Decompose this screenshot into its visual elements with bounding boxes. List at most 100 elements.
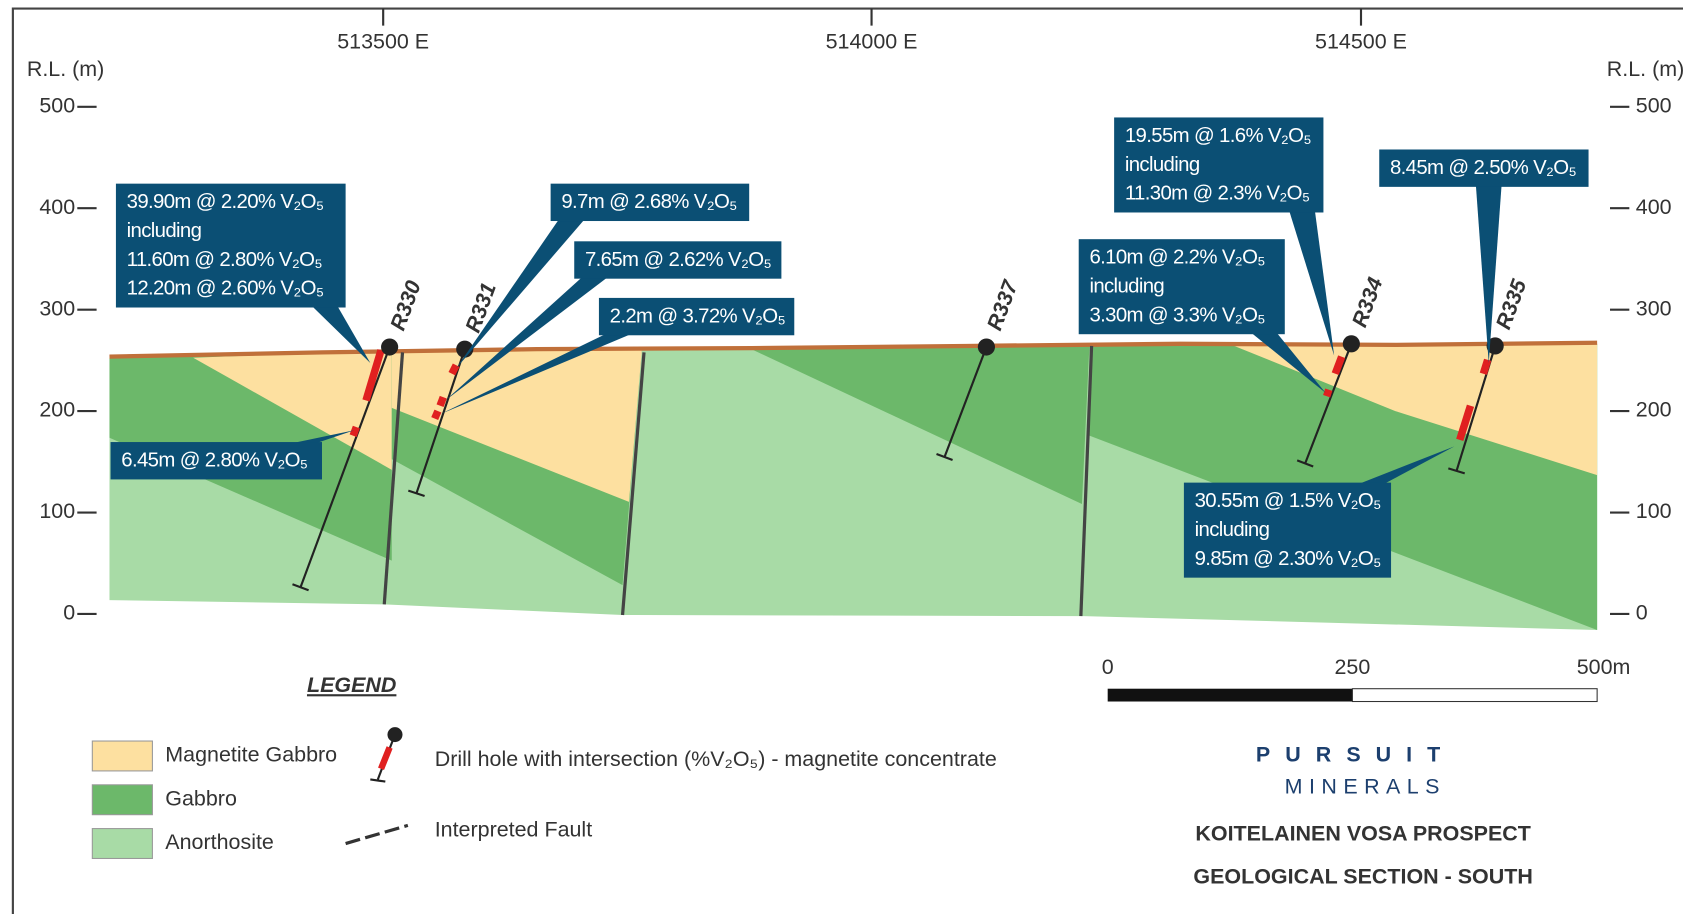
hole-end: [936, 452, 953, 462]
callout: [456, 218, 585, 369]
legend-label: Interpreted Fault: [435, 817, 593, 841]
legend-swatch: [91, 828, 153, 860]
hole-label: R330: [386, 277, 426, 333]
scale-label: 250: [1335, 655, 1371, 679]
annotation-text: 19.55m @ 1.6% V₂O₅: [1125, 125, 1312, 147]
annotation-text: 3.30m @ 3.3% V₂O₅: [1089, 304, 1265, 326]
intersection: [1456, 404, 1475, 442]
annotation-text: including: [1195, 519, 1270, 541]
annotation-text: including: [1125, 154, 1200, 176]
fault: [1079, 345, 1094, 617]
annotation-text: 11.30m @ 2.3% V₂O₅: [1125, 183, 1310, 205]
tick-label: 300: [1636, 296, 1672, 320]
tick-label: 514500 E: [1315, 29, 1407, 53]
hole-label: R334: [1347, 274, 1387, 330]
tick-label: 100: [39, 499, 75, 523]
callout: [1356, 446, 1455, 485]
legend-label: Anorthosite: [165, 830, 274, 854]
annotation: 19.55m @ 1.6% V₂O₅ including 11.30m @ 2.3%…: [1114, 117, 1335, 356]
annotation-text: 11.60m @ 2.80% V₂O₅: [127, 249, 323, 271]
annotation-text: 39.90m @ 2.20% V₂O₅: [127, 191, 324, 213]
title: KOITELAINEN VOSA PROSPECT: [1195, 822, 1530, 846]
annotation-box: [1183, 482, 1392, 578]
magnetite-gabbro: [391, 350, 642, 502]
callout: [440, 333, 634, 415]
intersection: [448, 363, 460, 376]
tick-label: 500: [39, 93, 75, 117]
annotation-box: [574, 241, 782, 279]
annotation-text: 12.20m @ 2.60% V₂O₅: [127, 278, 324, 300]
collar: [977, 338, 995, 356]
hole-trace: [299, 346, 391, 588]
intersection: [362, 349, 385, 402]
intersection: [1331, 355, 1346, 376]
annotation-text: 9.85m @ 2.30% V₂O₅: [1195, 548, 1382, 570]
hole-label: R335: [1491, 275, 1532, 332]
legend-label: Magnetite Gabbro: [165, 743, 337, 767]
scale-label: 500m: [1577, 655, 1631, 679]
annotation-text: 6.45m @ 2.80% V₂O₅: [121, 450, 308, 472]
annotation-text: 8.45m @ 2.50% V₂O₅: [1390, 157, 1577, 179]
annotation: 8.45m @ 2.50% V₂O₅: [1379, 149, 1589, 364]
collar: [381, 338, 399, 356]
fault: [620, 352, 646, 616]
legend-swatch: [91, 784, 153, 816]
annotation-box: [550, 183, 750, 222]
tick-label: 300: [39, 296, 75, 320]
annotation-box: [1379, 149, 1589, 187]
tick-label: 200: [1636, 398, 1672, 422]
tick-label: 513500 E: [337, 29, 429, 53]
callout: [287, 430, 355, 445]
legend-swatch: [91, 740, 153, 772]
hole-end: [1296, 459, 1314, 468]
gabbro: [751, 344, 1090, 504]
tick-label: 0: [1636, 601, 1648, 625]
legend-fault: [345, 823, 409, 846]
intersection: [436, 395, 447, 408]
annotation-box: [1078, 239, 1285, 335]
tick-label: 500: [1636, 93, 1672, 117]
annotation-text: including: [127, 220, 202, 242]
collar: [1342, 335, 1360, 353]
annotation: 39.90m @ 2.20% V₂O₅ including 11.60m @ 2.8…: [115, 183, 371, 364]
hole-trace: [415, 348, 466, 494]
annotation: 9.7m @ 2.68% V₂O₅: [456, 183, 750, 369]
scale-label: 0: [1102, 655, 1114, 679]
intersection: [1479, 358, 1492, 375]
annotation-text: 9.7m @ 2.68% V₂O₅: [561, 191, 737, 213]
legend-drill-icon: [370, 727, 403, 783]
scale-bar: [1351, 688, 1598, 703]
annotation-text: 7.65m @ 2.62% V₂O₅: [585, 249, 772, 271]
annotation: 30.55m @ 1.5% V₂O₅ including 9.85m @ 2.30%…: [1183, 446, 1455, 578]
magnetite-gabbro: [193, 350, 392, 470]
magnetite-gabbro: [1234, 343, 1598, 476]
annotation-text: including: [1089, 276, 1164, 298]
hole-trace: [1304, 343, 1353, 464]
annotation-text: 6.10m @ 2.2% V₂O₅: [1089, 247, 1265, 269]
legend-label: Drill hole with intersection (%V₂O₅) - m…: [435, 747, 997, 771]
intersection: [349, 425, 360, 437]
intersection: [431, 409, 442, 421]
tick-label: 0: [63, 601, 75, 625]
axis-label: R.L. (m): [27, 57, 104, 81]
annotation-box: [115, 183, 346, 308]
annotation: 6.45m @ 2.80% V₂O₅: [110, 430, 355, 480]
annotation-text: 30.55m @ 1.5% V₂O₅: [1195, 490, 1382, 512]
logo: PURSUIT: [1256, 743, 1455, 767]
tick-label: 400: [1636, 195, 1672, 219]
tick-label: 200: [39, 398, 75, 422]
annotation-text: 2.2m @ 3.72% V₂O₅: [610, 306, 786, 328]
annotation-box: [110, 442, 323, 480]
annotation: 2.2m @ 3.72% V₂O₅: [440, 297, 795, 415]
legend-label: Gabbro: [165, 786, 237, 810]
tick-label: 400: [39, 195, 75, 219]
intersection: [1323, 388, 1333, 398]
fault: [382, 352, 405, 605]
legend-title: LEGEND: [307, 673, 396, 697]
collar: [1486, 337, 1504, 355]
frame: [11, 7, 1683, 914]
hole-label: R337: [982, 276, 1023, 333]
logo-tagline: MINERALS: [1285, 775, 1446, 799]
hole-end: [292, 583, 309, 592]
